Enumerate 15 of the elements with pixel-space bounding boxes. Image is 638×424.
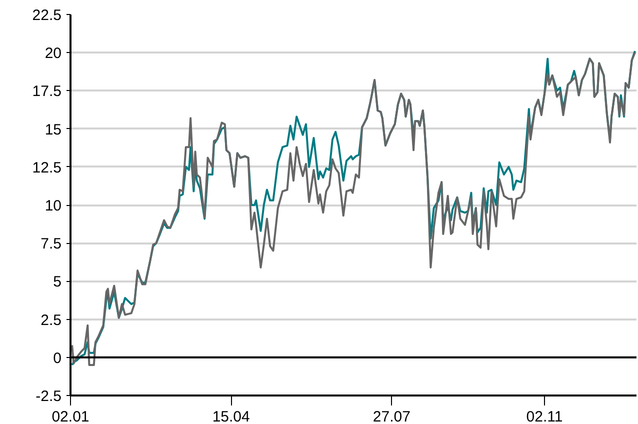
y-tick-label: 20 bbox=[44, 45, 62, 62]
y-tick-label: 2.5 bbox=[40, 312, 62, 329]
y-tick-label: 22.5 bbox=[32, 7, 62, 24]
y-tick-label: -2.5 bbox=[36, 388, 62, 405]
y-tick-label: 15 bbox=[44, 121, 62, 138]
y-tick-label: 12.5 bbox=[32, 159, 62, 176]
x-tick-label: 02.11 bbox=[526, 408, 563, 424]
y-tick-label: 7.5 bbox=[40, 236, 62, 253]
x-tick-label: 15.04 bbox=[212, 408, 250, 424]
y-tick-label: 5 bbox=[53, 274, 62, 291]
y-tick-label: 0 bbox=[53, 350, 62, 367]
x-tick-label: 02.01 bbox=[52, 408, 90, 424]
y-tick-label: 17.5 bbox=[32, 83, 62, 100]
x-tick-label: 27.07 bbox=[372, 408, 410, 424]
y-tick-label: 10 bbox=[44, 198, 62, 214]
